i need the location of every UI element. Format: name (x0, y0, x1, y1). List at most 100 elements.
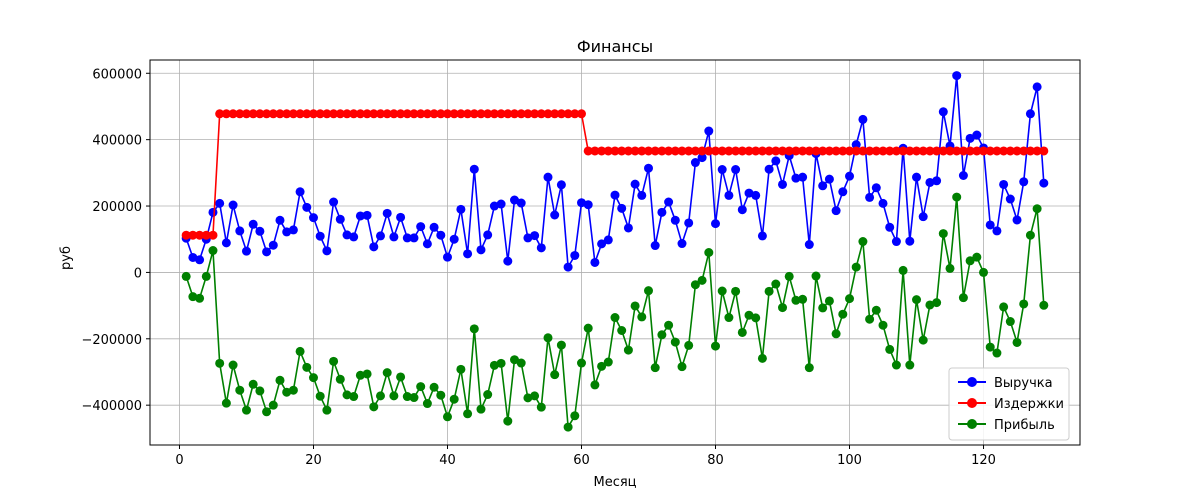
data-point-revenue (677, 239, 687, 249)
data-point-profit (885, 344, 895, 354)
data-point-costs (550, 109, 560, 119)
data-point-revenue (536, 243, 546, 253)
data-point-profit (409, 393, 419, 403)
data-point-revenue (999, 179, 1009, 189)
data-point-costs (958, 146, 968, 156)
data-point-revenue (664, 197, 674, 207)
data-point-profit (349, 392, 359, 402)
legend-marker-profit (967, 419, 977, 429)
data-point-costs (1019, 146, 1029, 156)
data-point-profit (570, 411, 580, 421)
data-point-costs (489, 109, 499, 119)
data-point-costs (496, 109, 506, 119)
data-point-profit (764, 286, 774, 296)
data-point-costs (644, 146, 653, 156)
data-point-costs (536, 109, 546, 119)
data-point-revenue (912, 172, 922, 182)
data-point-revenue (308, 213, 318, 223)
data-point-profit (690, 280, 700, 290)
data-point-profit (771, 279, 781, 289)
data-point-costs (416, 109, 426, 119)
data-point-costs (389, 109, 399, 119)
data-point-costs (208, 230, 218, 240)
data-point-profit (784, 271, 794, 281)
data-point-profit (630, 301, 640, 311)
data-point-profit (556, 340, 566, 350)
data-point-profit (181, 271, 191, 281)
data-point-revenue (704, 126, 714, 136)
data-point-profit (530, 391, 540, 401)
x-tick-label: 0 (175, 453, 183, 468)
data-point-profit (891, 360, 901, 370)
data-point-profit (449, 394, 459, 404)
data-point-costs (503, 109, 513, 119)
data-point-costs (999, 146, 1009, 156)
data-point-revenue (690, 158, 700, 168)
data-point-costs (972, 146, 982, 156)
data-point-profit (845, 294, 855, 304)
data-point-revenue (778, 179, 788, 189)
data-point-costs (617, 146, 627, 156)
series-costs (181, 109, 1049, 240)
data-point-profit (610, 313, 620, 323)
data-point-costs (476, 109, 486, 119)
data-point-profit (322, 405, 332, 415)
data-point-profit (664, 320, 674, 330)
data-point-profit (536, 402, 546, 412)
data-point-revenue (215, 198, 225, 208)
data-point-profit (724, 313, 734, 323)
data-point-revenue (510, 195, 519, 205)
data-point-profit (315, 391, 325, 401)
data-point-profit (697, 275, 707, 285)
data-point-costs (530, 109, 540, 119)
data-point-costs (623, 146, 633, 156)
data-point-profit (858, 237, 868, 247)
data-point-profit (617, 326, 627, 335)
data-point-costs (221, 109, 231, 119)
legend-label-profit: Прибыль (994, 418, 1055, 433)
data-point-profit (1039, 300, 1049, 310)
legend-label-costs: Издержки (994, 397, 1064, 412)
data-point-profit (737, 327, 747, 337)
data-point-revenue (711, 219, 720, 229)
data-point-costs (650, 146, 660, 156)
x-axis-label: Месяц (593, 475, 636, 490)
data-point-costs (342, 109, 352, 119)
data-point-costs (979, 146, 989, 156)
data-point-profit (429, 382, 439, 392)
data-point-profit (684, 340, 694, 350)
data-point-revenue (771, 156, 781, 166)
data-point-revenue (724, 190, 734, 200)
data-point-revenue (496, 199, 506, 209)
data-point-revenue (697, 153, 707, 163)
legend-entry-profit: Прибыль (958, 418, 1055, 433)
data-point-profit (637, 312, 647, 322)
data-point-profit (583, 323, 593, 333)
data-point-costs (362, 109, 372, 119)
legend-label-revenue: Выручка (994, 376, 1053, 391)
data-point-profit (476, 404, 486, 414)
data-point-profit (362, 369, 372, 379)
data-point-profit (577, 358, 586, 368)
data-point-costs (1025, 146, 1035, 156)
data-point-costs (288, 109, 298, 119)
data-point-profit (463, 409, 473, 419)
data-point-revenue (737, 205, 747, 215)
data-point-revenue (543, 172, 553, 182)
data-point-costs (918, 146, 928, 156)
legend-box (948, 367, 1070, 441)
data-point-revenue (617, 203, 627, 213)
data-point-profit (804, 363, 814, 373)
data-point-costs (965, 146, 975, 156)
data-point-costs (422, 109, 432, 119)
data-point-costs (329, 109, 339, 119)
data-point-costs (543, 109, 553, 119)
data-point-costs (597, 146, 607, 156)
data-point-revenue (248, 219, 258, 229)
data-point-costs (717, 146, 727, 156)
data-point-profit (335, 374, 345, 384)
data-point-profit (952, 192, 962, 202)
data-point-costs (778, 146, 788, 156)
data-point-costs (302, 109, 312, 119)
